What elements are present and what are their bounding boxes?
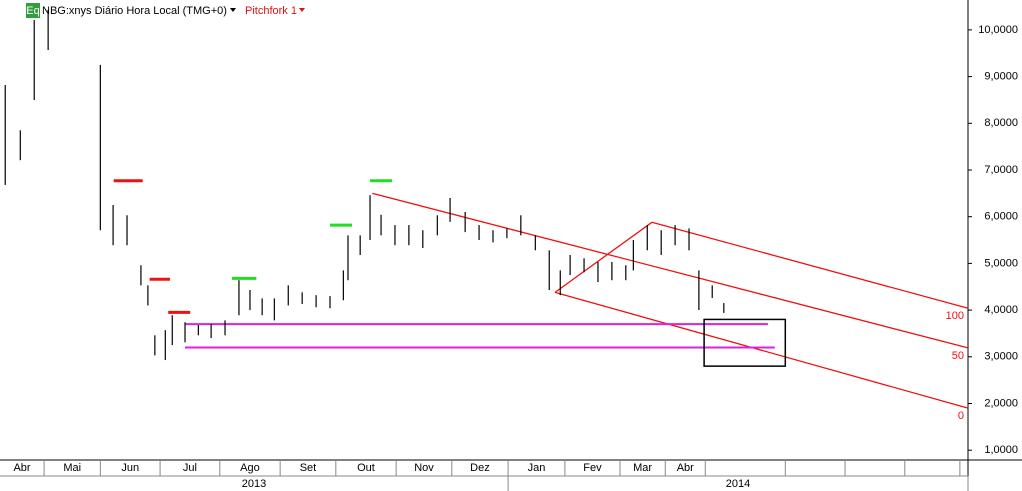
month-label: Abr (677, 462, 694, 474)
pitchfork-line (554, 291, 969, 409)
month-label: Fev (583, 462, 602, 474)
month-label: Set (300, 462, 317, 474)
y-tick-label: 10,0000 (978, 24, 1018, 36)
y-tick-label: 1,0000 (984, 444, 1018, 456)
symbol-title[interactable]: NBG:xnys Diário Hora Local (TMG+0) (42, 5, 227, 17)
month-label: Dez (470, 462, 490, 474)
pitchfork-handle (554, 221, 653, 293)
year-label: 2013 (242, 478, 266, 490)
badge-text[interactable]: Eq (26, 5, 39, 17)
y-tick-label: 7,0000 (984, 164, 1018, 176)
highlight-box (703, 318, 787, 367)
month-label: Ago (240, 462, 260, 474)
y-tick-label: 8,0000 (984, 117, 1018, 129)
y-tick-label: 2,0000 (984, 397, 1018, 409)
dropdown-arrow[interactable] (230, 8, 236, 12)
pitchfork-line (651, 221, 969, 309)
month-label: Jun (121, 462, 139, 474)
pitchfork-label: 50 (952, 350, 964, 362)
badge[interactable] (26, 3, 40, 18)
month-label: Jan (528, 462, 546, 474)
y-tick-label: 4,0000 (984, 304, 1018, 316)
month-label: Abr (13, 462, 30, 474)
pitchfork-label: 0 (958, 410, 964, 422)
y-tick-label: 5,0000 (984, 257, 1018, 269)
pitchfork-line (372, 192, 969, 349)
month-label: Out (357, 462, 375, 474)
y-tick-label: 3,0000 (984, 351, 1018, 363)
study-title[interactable]: Pitchfork 1 (245, 5, 297, 17)
y-tick-label: 6,0000 (984, 211, 1018, 223)
month-label: Jul (183, 462, 197, 474)
pitchfork-label: 100 (946, 310, 964, 322)
month-label: Mar (633, 462, 652, 474)
month-label: Nov (414, 462, 434, 474)
year-label: 2014 (726, 478, 750, 490)
dropdown-arrow[interactable] (299, 8, 305, 12)
y-tick-label: 9,0000 (984, 70, 1018, 82)
month-label: Mai (63, 462, 81, 474)
